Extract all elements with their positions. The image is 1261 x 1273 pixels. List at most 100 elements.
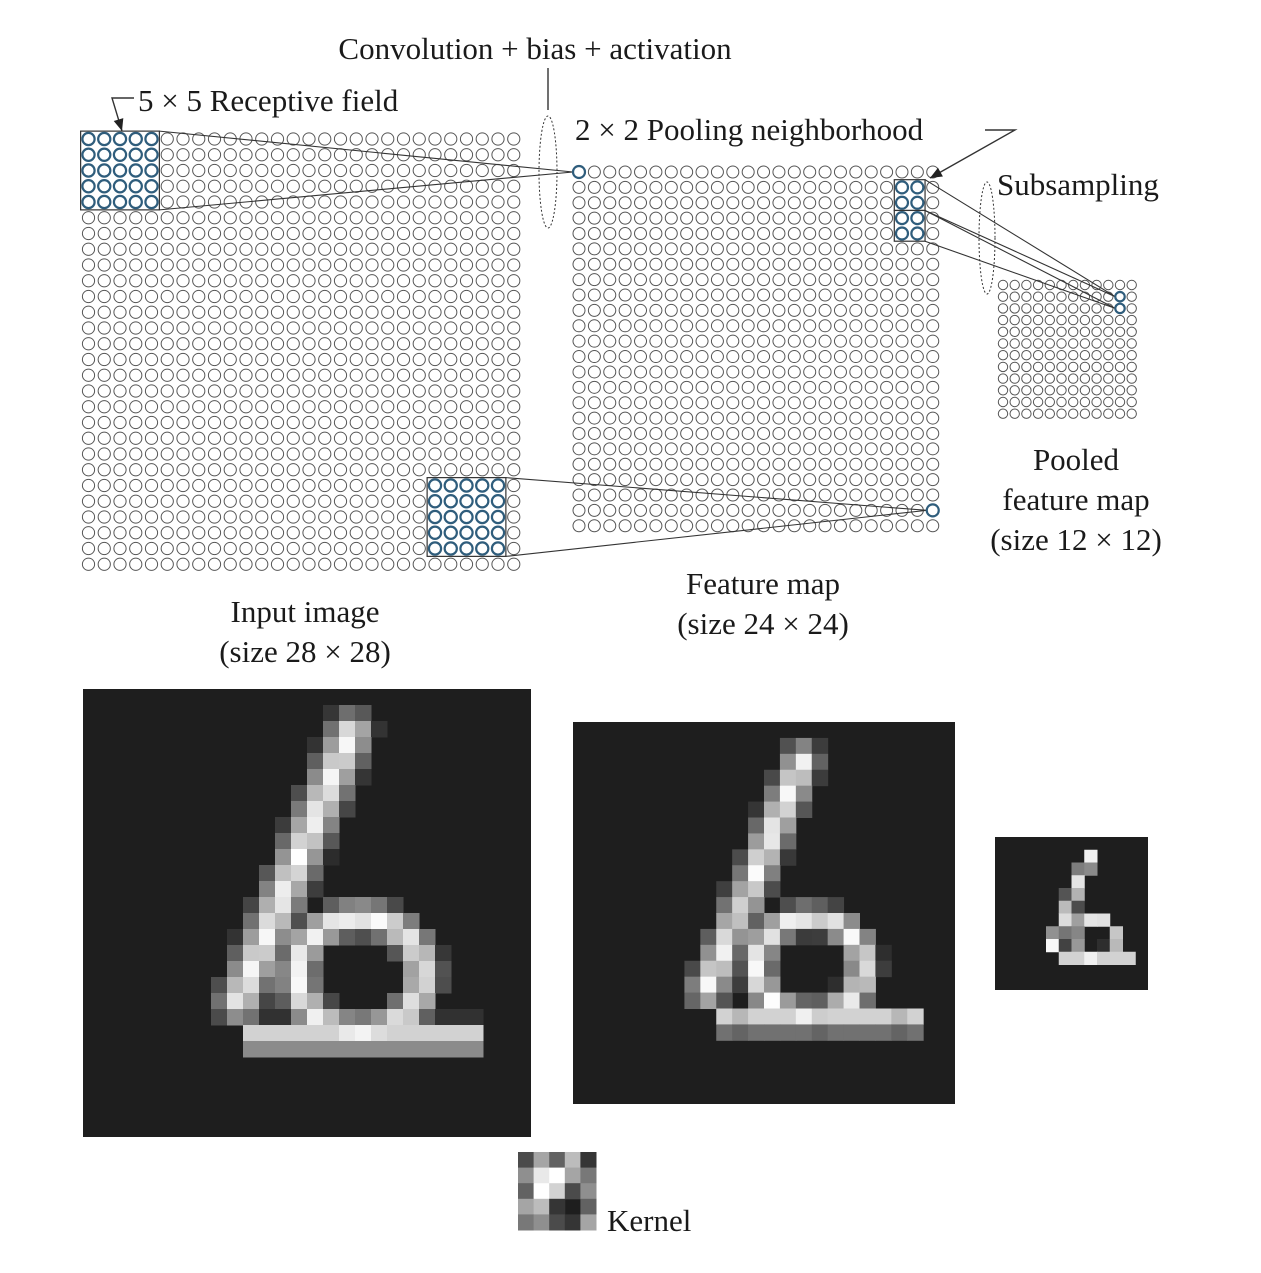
input-digit-image-pixel [355,721,372,738]
feature-neuron [572,303,586,317]
input-neuron [396,494,411,508]
input-neuron [412,337,426,351]
input-digit-image-pixel [243,929,260,946]
pool-line-1a [924,179,1116,298]
input-neuron [176,447,190,461]
input-neuron [349,132,363,146]
feature-neuron [649,334,663,348]
feature-neuron [910,288,924,302]
feature-neuron [710,442,724,456]
feature-neuron [572,457,586,471]
feature-neuron [618,411,632,425]
pooled-map-image-pixel [1109,926,1123,940]
input-neuron [412,541,426,556]
feature-neuron [664,257,678,271]
feature-neuron [680,319,694,333]
feature-neuron [880,488,894,502]
receptive-field-label: 5 × 5 Receptive field [138,83,399,118]
input-neuron [113,368,127,382]
input-neuron [444,289,458,304]
input-digit-image-pixel [307,977,324,994]
feature-neuron [726,211,740,225]
feature-neuron [634,273,648,287]
feature-neuron [772,273,786,287]
pooled-neuron [1056,361,1067,373]
input-neuron [428,195,442,209]
feature-neuron [649,365,663,379]
input-digit-image-pixel [275,881,292,898]
feature-neuron [587,288,601,302]
input-neuron [176,478,190,493]
feature-neuron [664,519,678,533]
input-neuron [129,557,143,571]
input-neuron [381,526,395,540]
input-neuron [113,526,127,540]
input-neuron [270,463,285,477]
input-neuron [129,226,143,241]
feature-neuron [849,457,863,471]
feature-map-image-pixel [859,944,876,962]
input-neuron [239,526,253,540]
feature-neuron [649,473,663,487]
kernel-image-pixel [518,1198,535,1215]
feature-neuron [634,519,648,533]
input-neuron [302,305,316,319]
input-neuron [349,526,363,540]
feature-neuron [849,319,863,333]
feature-neuron [880,257,894,271]
receptive-field-leader [111,97,134,132]
feature-neuron [849,227,863,241]
input-neuron [113,431,127,445]
feature-map-image-pixel [764,1024,781,1041]
input-neuron [333,179,348,193]
pooling-neighborhood-top-neuron [894,180,910,195]
feature-neuron [680,365,694,379]
feature-neuron [649,227,663,241]
input-neuron [381,305,395,319]
feature-map-image-pixel [795,785,813,803]
feature-neuron [726,365,740,379]
feature-neuron [680,426,694,440]
feature-neuron [772,227,786,241]
feature-neuron [618,319,632,333]
input-neuron [223,321,237,335]
input-digit-image-pixel [339,753,356,770]
feature-neuron [803,396,817,410]
feature-neuron [603,227,617,241]
feature-neuron [726,165,740,179]
feature-map-image-pixel [795,769,813,787]
input-neuron [507,242,521,256]
pooled-map-image-pixel [1122,951,1136,965]
feature-neuron [772,196,786,210]
pooled-neuron [1009,326,1020,337]
input-neuron [333,431,348,445]
feature-neuron [710,334,724,348]
input-neuron [349,352,363,367]
feature-neuron [587,227,601,241]
feature-neuron [649,442,663,456]
input-neuron [302,557,316,571]
input-neuron [192,132,206,146]
input-digit-image-pixel [259,929,276,946]
kernel-image-pixel [580,1152,597,1169]
pooling-neighborhood-top-neuron [910,195,925,210]
input-neuron [491,557,505,571]
input-neuron [428,368,442,382]
input-neuron [255,557,269,571]
feature-neuron [603,165,617,179]
input-neuron [459,415,474,430]
feature-neuron [910,457,924,471]
input-neuron [444,242,458,256]
feature-neuron [726,473,740,487]
input-digit-image-pixel [339,929,356,946]
input-neuron [459,226,474,241]
input-neuron [160,274,174,288]
input-neuron [396,384,411,398]
pooled-neuron [1056,373,1067,384]
input-neuron [507,274,521,288]
feature-neuron [695,196,709,210]
pooled-neuron [1056,338,1067,349]
input-neuron [381,211,395,225]
input-neuron [255,368,269,382]
feature-map-image-pixel [732,1024,749,1041]
